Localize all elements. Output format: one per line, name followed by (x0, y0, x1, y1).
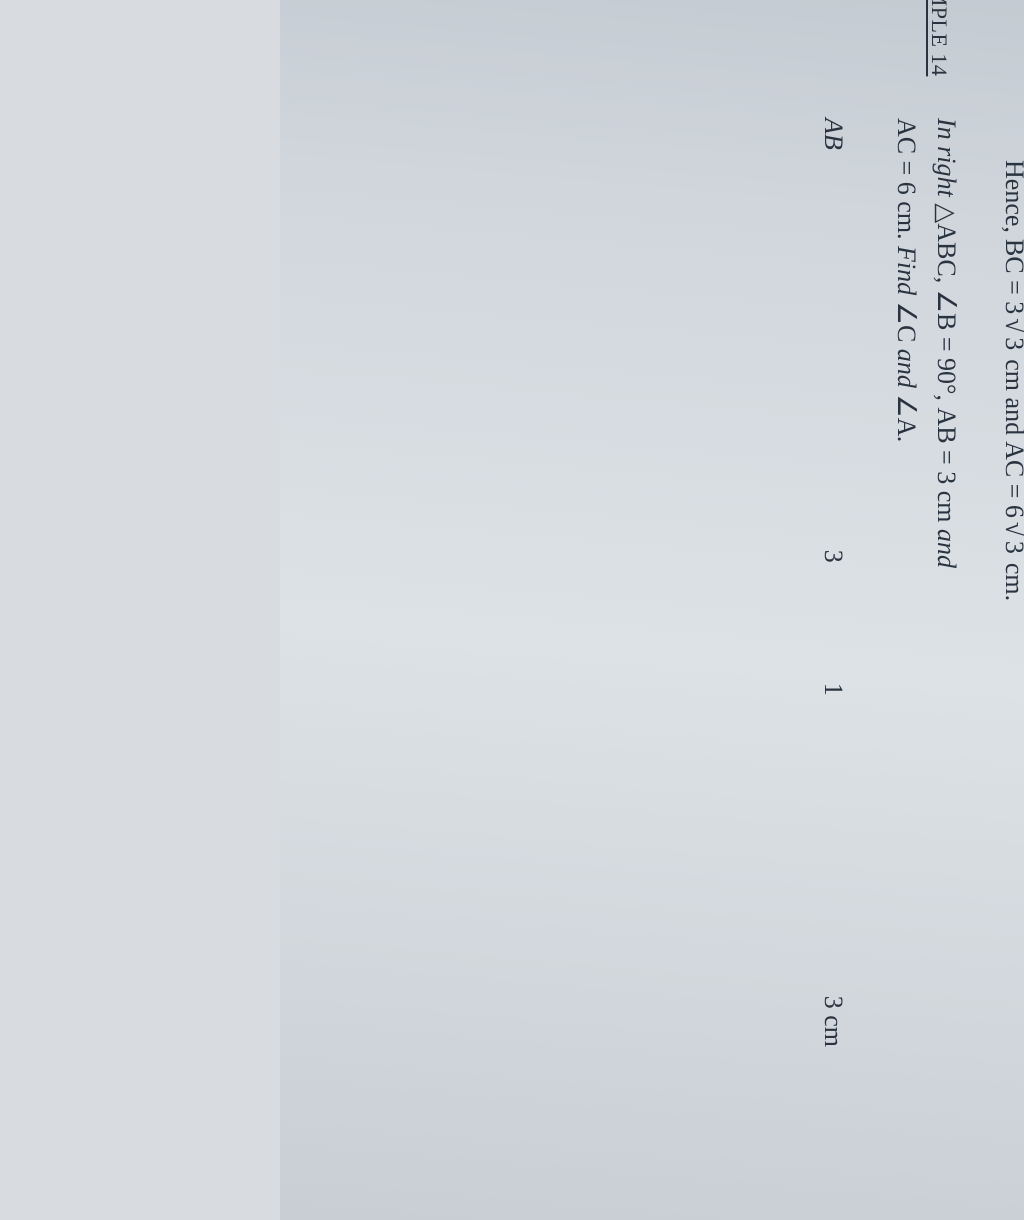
textbook-page: EXAMPLE 13 In the adjoining figure, △ABC… (280, 0, 1024, 1220)
solution-block: SOLUTION From right-angled △ABC, we have… (988, 0, 1024, 1140)
frag-ab: AB (813, 118, 853, 150)
example-14-block: EXAMPLE 14 In right △ABC, ∠B = 90°, AB =… (885, 0, 966, 1140)
bottom-fragment: AB 3 1 3 cm (813, 0, 871, 1140)
frag-one: 1 (813, 683, 853, 696)
frag-three: 3 (813, 550, 853, 563)
sol-hence: Hence, BC = 33 cm and AC = 63 cm. (994, 118, 1024, 1140)
example-14-label: EXAMPLE 14 (927, 0, 952, 76)
ex14-line2: AC = 6 cm. Find ∠C and ∠A. (885, 118, 925, 1140)
frag-3cm: 3 cm (813, 996, 853, 1047)
ex14-line1: In right △ABC, ∠B = 90°, AB = 3 cm and (926, 118, 966, 1140)
